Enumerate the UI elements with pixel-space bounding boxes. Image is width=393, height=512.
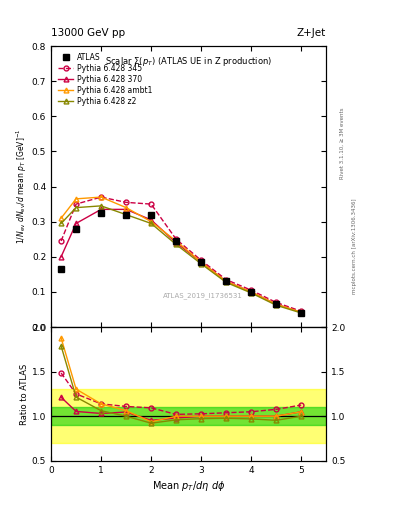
Bar xyxy=(51,407,326,425)
Legend: ATLAS, Pythia 6.428 345, Pythia 6.428 370, Pythia 6.428 ambt1, Pythia 6.428 z2: ATLAS, Pythia 6.428 345, Pythia 6.428 37… xyxy=(55,50,156,109)
X-axis label: Mean $p_T/d\eta\ d\phi$: Mean $p_T/d\eta\ d\phi$ xyxy=(152,479,225,493)
Text: Scalar $\Sigma(p_T)$ (ATLAS UE in Z production): Scalar $\Sigma(p_T)$ (ATLAS UE in Z prod… xyxy=(105,54,272,68)
Y-axis label: $1/N_\mathrm{ev}\ dN_\mathrm{ev}/d\ \mathrm{mean}\ p_T\ [\mathrm{GeV}]^{-1}$: $1/N_\mathrm{ev}\ dN_\mathrm{ev}/d\ \mat… xyxy=(15,129,29,244)
Text: 13000 GeV pp: 13000 GeV pp xyxy=(51,28,125,38)
Bar xyxy=(51,390,326,443)
Text: ATLAS_2019_I1736531: ATLAS_2019_I1736531 xyxy=(162,292,242,299)
Text: Rivet 3.1.10, ≥ 3M events: Rivet 3.1.10, ≥ 3M events xyxy=(340,108,345,179)
Text: Z+Jet: Z+Jet xyxy=(297,28,326,38)
Y-axis label: Ratio to ATLAS: Ratio to ATLAS xyxy=(20,364,29,424)
Text: mcplots.cern.ch [arXiv:1306.3436]: mcplots.cern.ch [arXiv:1306.3436] xyxy=(352,198,357,293)
